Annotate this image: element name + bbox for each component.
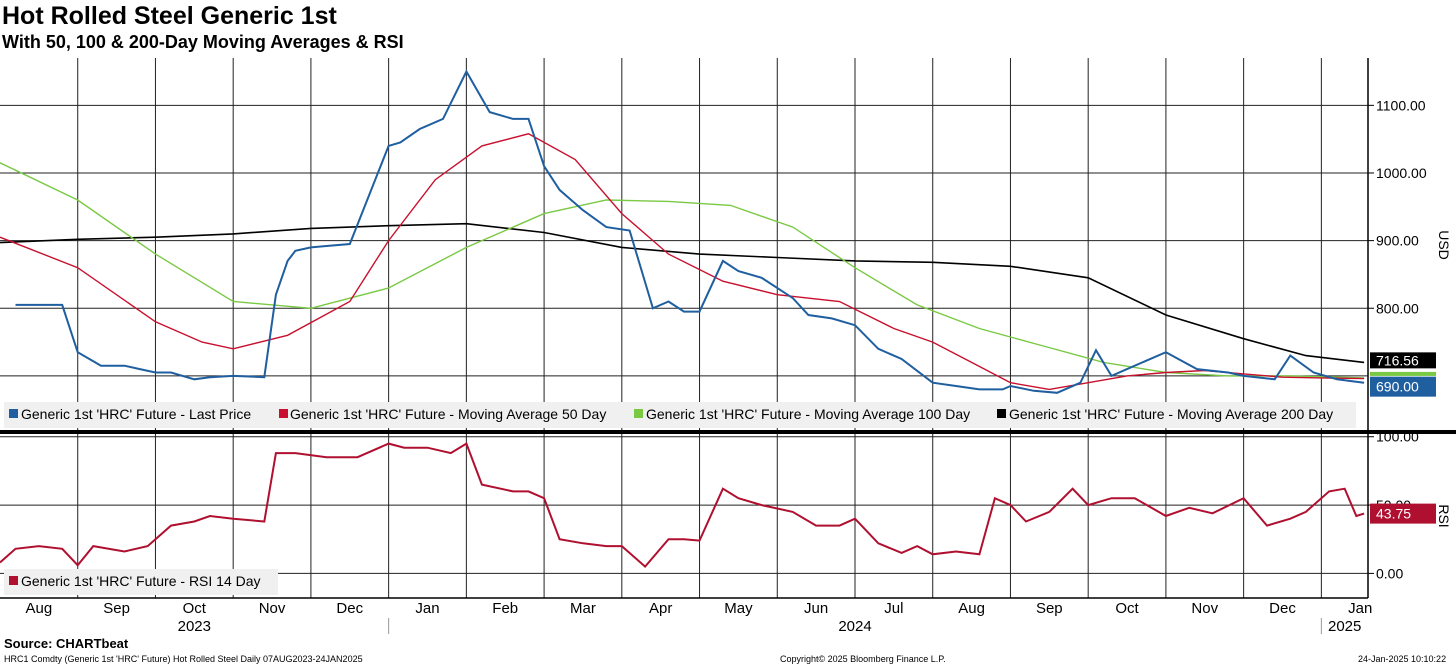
rsi-last-value: 43.75: [1376, 506, 1411, 522]
rsi-last-value-tag: 43.75: [1370, 503, 1436, 524]
ma100-line: [0, 162, 1365, 379]
x-tick-label: Sep: [103, 600, 130, 617]
grid: [0, 58, 1369, 599]
x-year-label: 2024: [838, 618, 871, 635]
x-tick-label: Oct: [183, 600, 207, 617]
chart-subtitle: With 50, 100 & 200-Day Moving Averages &…: [2, 32, 404, 52]
rsi-legend-background: [4, 569, 278, 595]
legend-swatch-ma50: [279, 409, 288, 418]
y-tick-label: 1000.00: [1376, 165, 1427, 181]
x-tick-label: Nov: [259, 600, 286, 617]
rsi-tag-box: [1370, 503, 1436, 524]
y-tick-label: 900.00: [1376, 233, 1419, 249]
x-tick-label: Dec: [336, 600, 363, 617]
ma100-tag-bar: [1370, 371, 1436, 376]
footer-ticker-info: HRC1 Comdty (Generic 1st 'HRC' Future) H…: [4, 654, 363, 664]
x-tick-label: Dec: [1269, 600, 1296, 617]
rsi-y-tick-label: 0.00: [1376, 565, 1403, 581]
price-panel: [0, 69, 1365, 394]
legend-swatch-ma200: [997, 409, 1006, 418]
x-axis: Aug Sep Oct Nov Dec Jan Feb Mar Apr May Jun Jul Aug S…: [26, 600, 1373, 635]
legend-swatch-ma100: [634, 409, 643, 418]
rsi-legend: Generic 1st 'HRC' Future - RSI 14 Day: [4, 569, 278, 595]
footer-copyright: Copyright© 2025 Bloomberg Finance L.P.: [780, 654, 946, 664]
x-tick-label: Oct: [1115, 600, 1139, 617]
x-tick-label: Nov: [1191, 600, 1218, 617]
price-y-axis: 800.00 900.00 1000.00 1100.00: [1368, 97, 1427, 316]
y-tick-label: 1100.00: [1376, 97, 1426, 113]
ma200-last-value: 716.56: [1376, 352, 1419, 368]
ma200-tag-box: [1370, 352, 1436, 369]
x-tick-label: Sep: [1036, 600, 1063, 617]
source-note: Source: CHARTbeat: [4, 636, 129, 651]
ma200-line: [0, 222, 1365, 364]
last-price-line: [15, 69, 1365, 394]
footer-timestamp: 24-Jan-2025 10:10:22: [1358, 654, 1447, 664]
x-tick-label: Jan: [415, 600, 439, 617]
rsi-y-axis-label: RSI: [1436, 504, 1452, 527]
panel-separator: [0, 430, 1456, 434]
x-tick-label: Apr: [649, 600, 672, 617]
last-price-tag-box: [1370, 376, 1436, 397]
chart-title: Hot Rolled Steel Generic 1st: [2, 2, 337, 30]
x-tick-label: Aug: [26, 600, 53, 617]
x-tick-label: Aug: [958, 600, 985, 617]
legend-swatch-last-price: [9, 409, 18, 418]
y-tick-label: 800.00: [1376, 300, 1419, 316]
ma200-last-value-tag: 716.56: [1370, 352, 1436, 369]
legend-label-ma100: Generic 1st 'HRC' Future - Moving Averag…: [646, 406, 970, 422]
x-tick-label: Jan: [1348, 600, 1372, 617]
legend-label-rsi: Generic 1st 'HRC' Future - RSI 14 Day: [21, 573, 261, 589]
x-tick-label: May: [724, 600, 753, 617]
x-tick-label: Feb: [492, 600, 518, 617]
legend-swatch-rsi: [9, 576, 18, 585]
x-tick-label: Mar: [570, 600, 596, 617]
price-legend: Generic 1st 'HRC' Future - Last Price Ge…: [4, 402, 1356, 428]
x-tick-label: Jul: [884, 600, 903, 617]
ma50-line: [0, 133, 1365, 391]
rsi-line: [0, 442, 1365, 569]
price-y-axis-label: USD: [1436, 230, 1452, 260]
x-tick-label: Jun: [804, 600, 828, 617]
legend-label-ma50: Generic 1st 'HRC' Future - Moving Averag…: [290, 406, 606, 422]
x-year-label: 2025: [1328, 618, 1361, 635]
last-price-last-value: 690.00: [1376, 379, 1419, 395]
legend-label-ma200: Generic 1st 'HRC' Future - Moving Averag…: [1009, 406, 1333, 422]
x-year-label: 2023: [178, 618, 211, 635]
rsi-y-tick-label: 100.00: [1376, 429, 1419, 445]
last-price-last-value-tag: 690.00: [1370, 376, 1436, 397]
legend-label-last-price: Generic 1st 'HRC' Future - Last Price: [21, 406, 251, 422]
legend-background: [4, 402, 1356, 428]
